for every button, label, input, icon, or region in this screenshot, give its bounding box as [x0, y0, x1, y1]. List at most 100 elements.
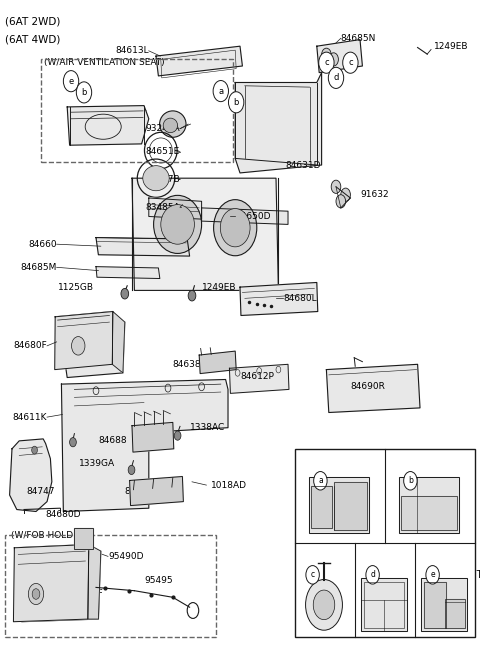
Text: 84631D: 84631D: [286, 160, 321, 170]
Circle shape: [63, 71, 79, 92]
Text: 1249EB: 1249EB: [202, 282, 236, 292]
Ellipse shape: [163, 118, 178, 133]
Text: 96120J: 96120J: [386, 570, 420, 580]
Text: 83485A: 83485A: [145, 203, 180, 212]
Polygon shape: [334, 482, 367, 530]
Circle shape: [313, 590, 335, 620]
Ellipse shape: [220, 209, 250, 247]
Polygon shape: [96, 267, 160, 279]
Circle shape: [121, 288, 129, 299]
Polygon shape: [67, 106, 149, 145]
Polygon shape: [445, 599, 466, 628]
Polygon shape: [61, 379, 228, 512]
Text: 1249EB: 1249EB: [434, 42, 469, 51]
Text: (6AT 2WD): (6AT 2WD): [5, 16, 60, 26]
Text: b: b: [81, 88, 87, 97]
Text: c: c: [348, 58, 353, 67]
Text: 1339GA: 1339GA: [79, 459, 115, 468]
Polygon shape: [10, 439, 52, 512]
Text: 93240A: 93240A: [145, 124, 180, 133]
Text: b: b: [233, 98, 239, 107]
Text: 91632: 91632: [360, 190, 389, 199]
Text: 95495: 95495: [144, 576, 173, 585]
Text: 84686A: 84686A: [125, 487, 159, 496]
Bar: [309, 477, 369, 533]
Polygon shape: [88, 544, 101, 619]
Circle shape: [331, 180, 341, 193]
Polygon shape: [317, 40, 362, 73]
Polygon shape: [156, 46, 242, 76]
Text: 84690R: 84690R: [350, 381, 385, 391]
Circle shape: [228, 92, 244, 113]
Text: 93330T: 93330T: [446, 570, 480, 580]
Circle shape: [128, 465, 135, 475]
Circle shape: [329, 53, 338, 66]
Text: 95490D: 95490D: [108, 552, 144, 561]
Circle shape: [341, 188, 350, 201]
Circle shape: [28, 583, 44, 605]
Ellipse shape: [159, 111, 186, 137]
Ellipse shape: [214, 199, 257, 255]
Text: 84612P: 84612P: [240, 372, 274, 381]
Circle shape: [213, 81, 228, 102]
Bar: [295, 449, 475, 637]
Circle shape: [72, 337, 85, 355]
Text: a: a: [218, 86, 223, 96]
Polygon shape: [149, 198, 202, 219]
Circle shape: [76, 82, 92, 103]
Bar: [364, 581, 404, 628]
Text: 84611K: 84611K: [12, 412, 47, 422]
Circle shape: [306, 579, 342, 630]
Text: d: d: [370, 570, 375, 579]
Polygon shape: [235, 73, 322, 173]
Text: a: a: [318, 477, 323, 485]
Text: 84613L: 84613L: [115, 46, 149, 55]
Polygon shape: [96, 238, 190, 256]
Polygon shape: [229, 364, 289, 393]
Text: 84680D: 84680D: [46, 510, 81, 519]
Bar: [41, 59, 233, 162]
Polygon shape: [361, 578, 407, 631]
Text: 1338AC: 1338AC: [190, 423, 225, 432]
Circle shape: [174, 431, 181, 440]
Polygon shape: [312, 486, 332, 528]
Text: 1125GB: 1125GB: [58, 282, 94, 292]
Polygon shape: [421, 578, 467, 631]
Text: 84688: 84688: [98, 436, 127, 446]
Bar: [445, 599, 466, 628]
Text: 92808B: 92808B: [326, 570, 363, 580]
Polygon shape: [14, 544, 101, 622]
Circle shape: [404, 471, 417, 490]
Polygon shape: [199, 351, 236, 374]
Polygon shape: [202, 208, 288, 224]
Polygon shape: [112, 312, 125, 373]
Text: 1018AD: 1018AD: [211, 480, 247, 490]
Polygon shape: [401, 496, 456, 530]
Polygon shape: [74, 528, 93, 549]
Text: (W/FOB HOLDER): (W/FOB HOLDER): [11, 531, 88, 541]
Polygon shape: [309, 477, 369, 533]
Text: 84747: 84747: [27, 487, 55, 496]
Text: 84680F: 84680F: [13, 341, 47, 350]
Polygon shape: [55, 312, 125, 378]
Polygon shape: [240, 282, 318, 315]
Bar: [423, 581, 446, 628]
Circle shape: [188, 290, 196, 301]
Circle shape: [32, 589, 40, 599]
Text: 84680F: 84680F: [70, 589, 103, 599]
Text: 84631D: 84631D: [113, 109, 148, 118]
Circle shape: [336, 195, 346, 208]
Bar: [334, 482, 367, 530]
Text: 43297B: 43297B: [145, 175, 180, 184]
Text: 84680L: 84680L: [283, 294, 317, 303]
Text: 84685N: 84685N: [341, 34, 376, 43]
Text: c: c: [311, 570, 315, 579]
Bar: [74, 528, 93, 549]
Polygon shape: [13, 544, 89, 622]
Circle shape: [322, 48, 331, 61]
Text: c: c: [324, 58, 329, 67]
Text: 84685M: 84685M: [20, 263, 57, 272]
Text: 84638E: 84638E: [172, 360, 206, 369]
Circle shape: [328, 67, 344, 88]
Text: 84650D: 84650D: [235, 212, 271, 221]
